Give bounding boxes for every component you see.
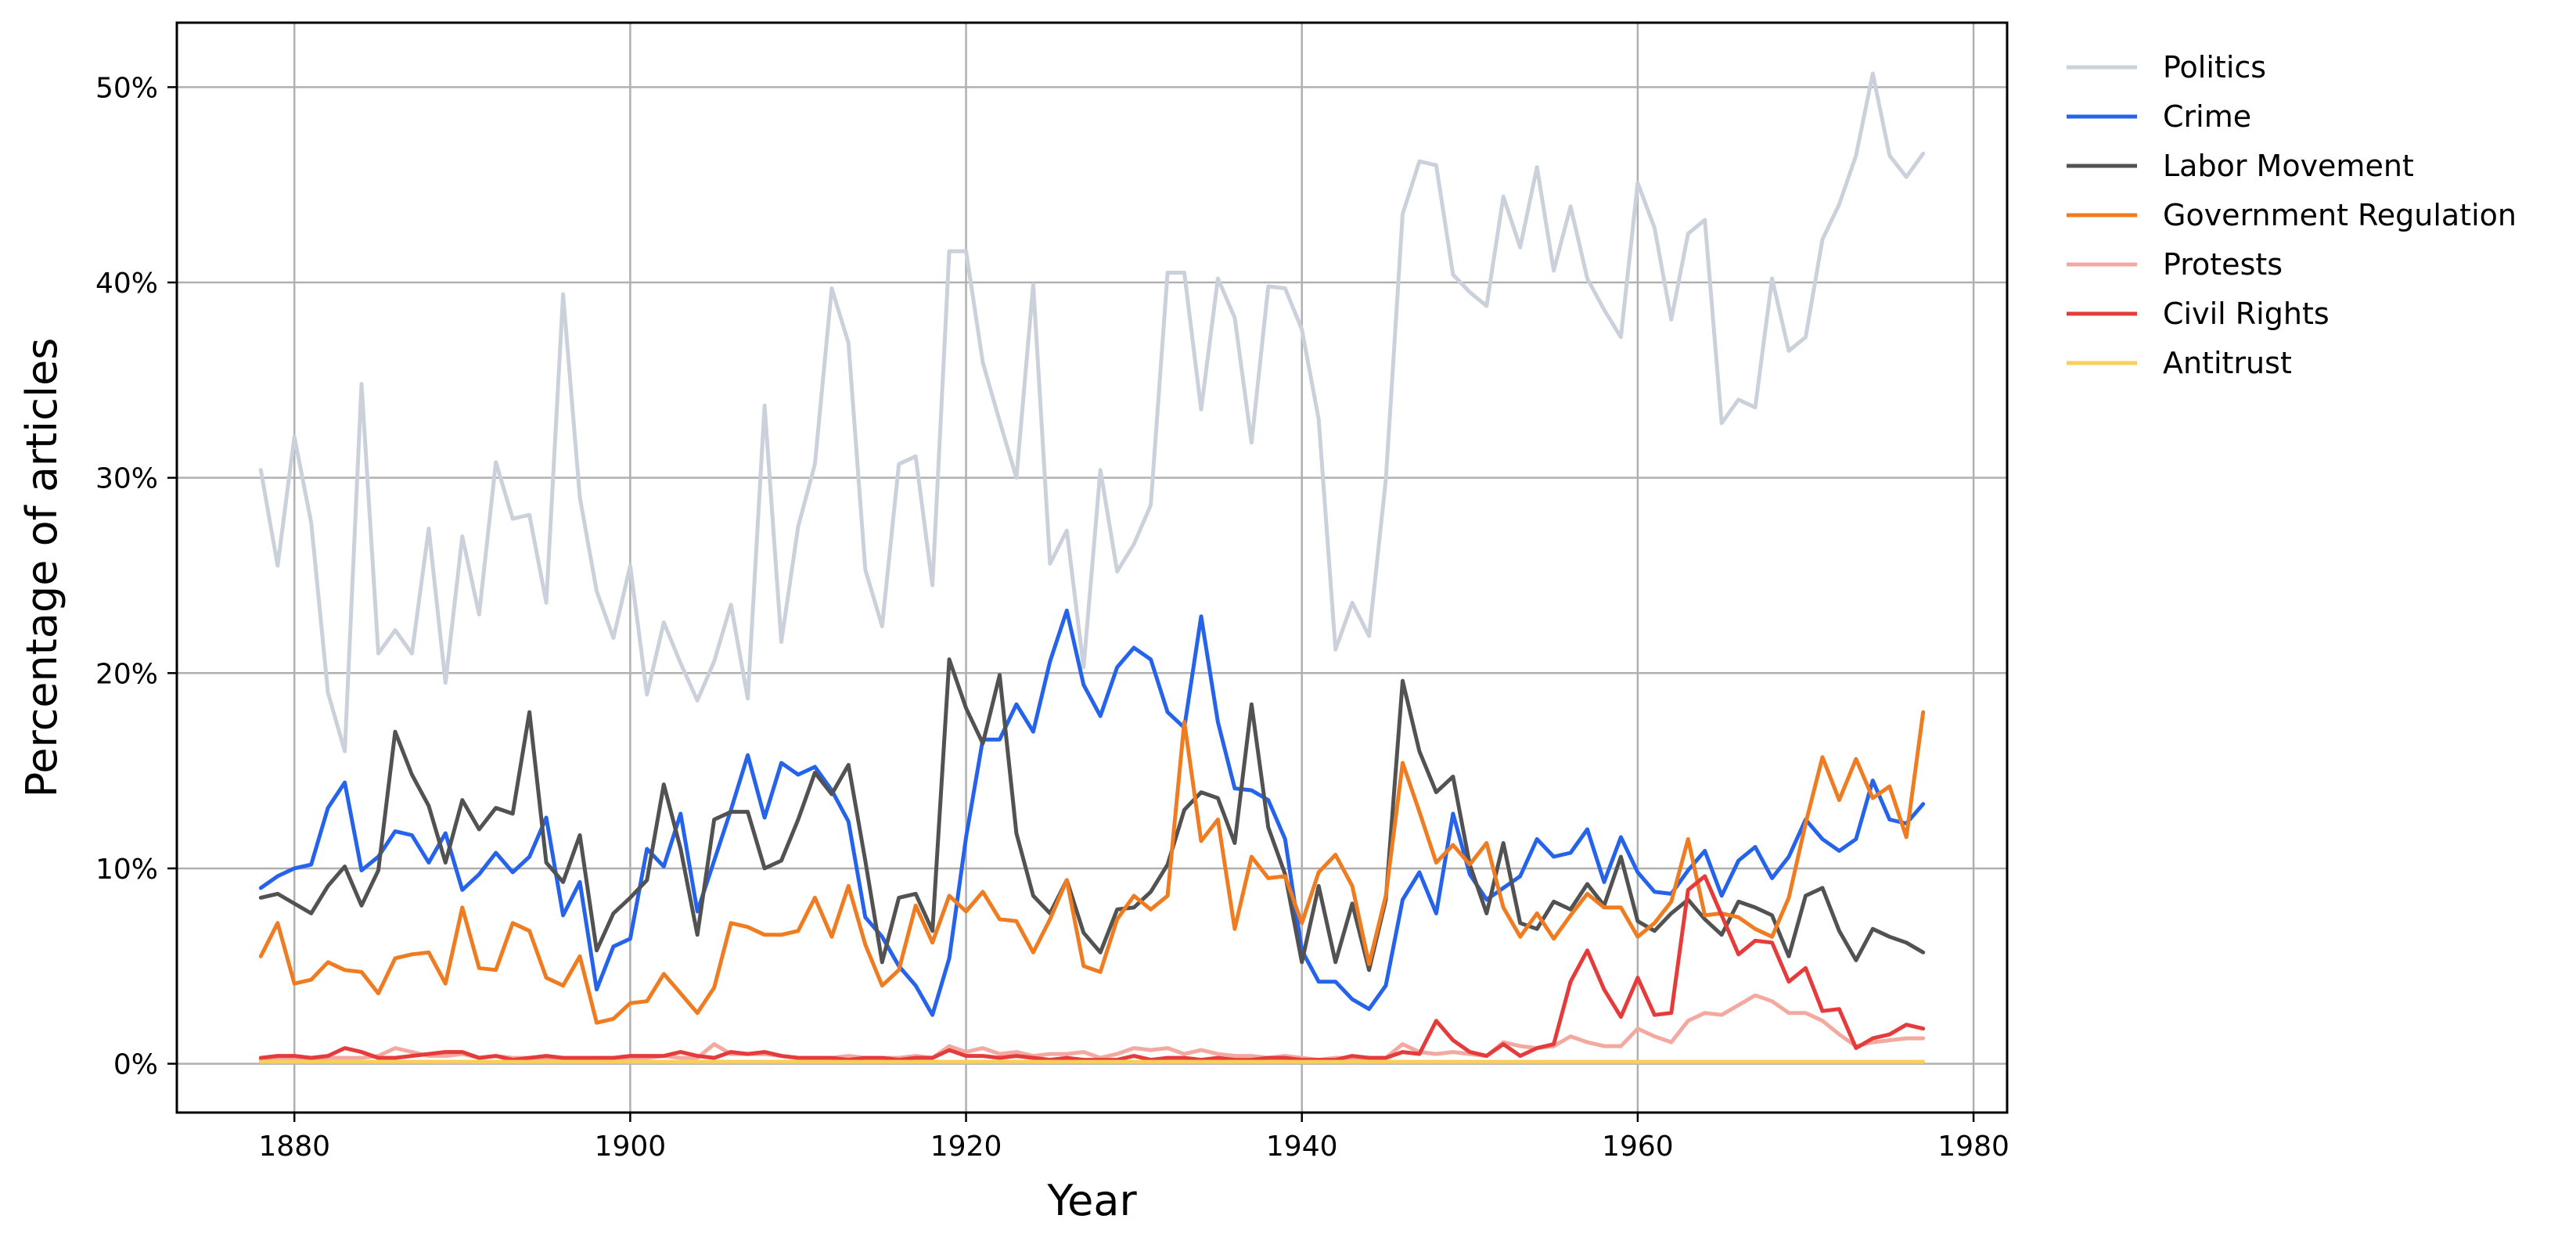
y-tick-label: 40% (95, 268, 158, 300)
legend-label-labor-movement: Labor Movement (2163, 149, 2414, 183)
legend-label-civil-rights: Civil Rights (2163, 297, 2330, 331)
axis-ticks: 1880 1900 1920 1940 1960 1980 0% 10% 20% 30% 40% 50… (95, 72, 2009, 1163)
y-tick-label: 30% (95, 463, 158, 495)
legend-label-protests: Protests (2163, 247, 2283, 282)
y-tick-label: 0% (113, 1049, 158, 1081)
plot-frame (175, 21, 2009, 1114)
y-axis-title: Percentage of articles (17, 338, 67, 798)
legend-label-antitrust: Antitrust (2163, 346, 2292, 380)
x-axis-title: Year (1046, 1176, 1137, 1225)
x-tick-label: 1920 (930, 1131, 1002, 1163)
y-tick-label: 10% (95, 854, 158, 886)
legend-label-crime: Crime (2163, 99, 2251, 134)
x-tick-label: 1900 (595, 1131, 667, 1163)
series-line-politics (258, 71, 1926, 753)
series-lines (258, 71, 1926, 1064)
series-line-crime (258, 608, 1926, 1017)
series-line-government-regulation (258, 710, 1926, 1025)
legend-label-politics: Politics (2163, 50, 2266, 84)
x-tick-label: 1880 (258, 1131, 330, 1163)
y-tick-label: 50% (95, 72, 158, 104)
y-tick-label: 20% (95, 658, 158, 690)
x-tick-label: 1960 (1602, 1131, 1674, 1163)
series-line-labor-movement (258, 657, 1926, 973)
x-tick-label: 1980 (1937, 1131, 2009, 1163)
legend-label-government-regulation: Government Regulation (2163, 198, 2517, 232)
x-tick-label: 1940 (1266, 1131, 1338, 1163)
legend: Politics Crime Labor Movement Government Re… (2067, 50, 2517, 380)
